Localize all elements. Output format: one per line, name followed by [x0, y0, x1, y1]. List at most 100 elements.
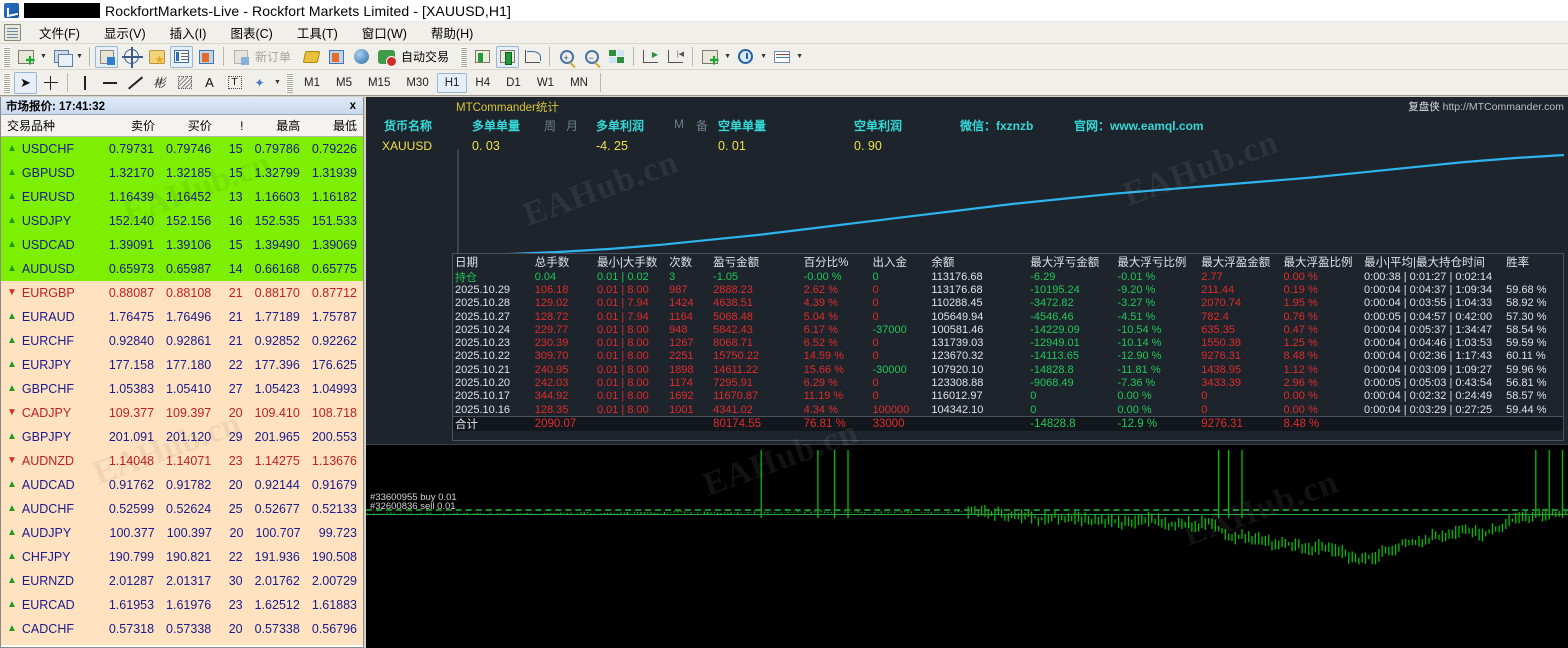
navigator-icon[interactable]: [195, 46, 218, 68]
timeframe-d1[interactable]: D1: [506, 76, 521, 89]
table-row[interactable]: ▲ EURJPY 177.158 177.180 22 177.396 176.625: [1, 353, 363, 377]
price-chart[interactable]: #33600955 buy 0.01 #32600836 sell 0.01: [366, 446, 1568, 648]
zoom-out-icon[interactable]: −: [580, 46, 603, 68]
trendline-icon[interactable]: [123, 72, 146, 94]
col-maxdd-pct[interactable]: 最大浮亏比例: [1117, 257, 1187, 269]
menu-item-insert[interactable]: 插入(I): [169, 27, 207, 41]
timeframe-h1[interactable]: H1: [436, 72, 468, 93]
table-row[interactable]: ▲ CHFJPY 190.799 190.821 22 191.936 190.508: [1, 545, 363, 569]
timeframe-m5[interactable]: M5: [335, 76, 352, 89]
table-row[interactable]: ▲ EURNZD 2.01287 2.01317 30 2.01762 2.00729: [1, 569, 363, 593]
new-chart-icon[interactable]: [14, 46, 37, 68]
table-row[interactable]: ▼ EURGBP 0.88087 0.88108 21 0.88170 0.87712: [1, 281, 363, 305]
menu-item-tools[interactable]: 工具(T): [296, 27, 338, 41]
menu-item-view[interactable]: 显示(V): [103, 27, 146, 41]
table-row[interactable]: ▲ AUDCHF 0.52599 0.52624 25 0.52677 0.52133: [1, 497, 363, 521]
indicators-icon[interactable]: [698, 46, 721, 68]
table-row[interactable]: ▲ USDJPY 152.140 152.156 16 152.535 151.533: [1, 209, 363, 233]
column-header-low[interactable]: 最低: [332, 119, 357, 133]
toolbar-grip[interactable]: [3, 46, 10, 67]
table-row[interactable]: 2025.10.21 240.95 0.01 | 8.00 1898 14611.22 1…: [453, 363, 1563, 376]
channel-icon[interactable]: [173, 72, 196, 94]
col-pct[interactable]: 百分比%: [803, 257, 849, 269]
timeframe-m1[interactable]: M1: [304, 76, 320, 89]
zoom-in-icon[interactable]: +: [555, 46, 578, 68]
col-maxfp[interactable]: 最大浮盈金额: [1201, 257, 1271, 269]
indicators-dropdown-icon[interactable]: ▼: [724, 53, 731, 60]
auto-scroll-icon[interactable]: [639, 46, 662, 68]
col-count[interactable]: 次数: [669, 257, 693, 269]
table-row[interactable]: ▲ AUDCAD 0.91762 0.91782 20 0.92144 0.91679: [1, 473, 363, 497]
menu-item-file[interactable]: 文件(F): [39, 27, 80, 41]
table-row[interactable]: ▲ AUDJPY 100.377 100.397 20 100.707 99.723: [1, 521, 363, 545]
col-winrate[interactable]: 胜率: [1506, 257, 1530, 269]
cursor-icon[interactable]: ➤: [14, 71, 37, 94]
close-icon[interactable]: x: [349, 99, 356, 112]
data-window-icon[interactable]: [170, 45, 193, 68]
col-maxfp-pct[interactable]: 最大浮盈比例: [1283, 257, 1353, 269]
templates-icon[interactable]: [770, 46, 793, 68]
text-icon[interactable]: A: [205, 75, 214, 90]
menu-item-charts[interactable]: 图表(C): [230, 27, 273, 41]
table-row[interactable]: 2025.10.22 309.70 0.01 | 8.00 2251 15750.22 1…: [453, 350, 1563, 363]
crosshair-icon-2[interactable]: [39, 72, 62, 94]
table-row[interactable]: ▲ CADCHF 0.57318 0.57338 20 0.57338 0.56796: [1, 617, 363, 641]
autotrade-icon[interactable]: [375, 46, 398, 68]
market-watch-list[interactable]: ▲ USDCHF 0.79731 0.79746 15 0.79786 0.79226 ▲ GB…: [1, 137, 363, 645]
table-row[interactable]: ▲ EURCAD 1.61953 1.61976 23 1.62512 1.61883: [1, 593, 363, 617]
col-maxdd[interactable]: 最大浮亏金额: [1030, 257, 1100, 269]
table-row[interactable]: 2025.10.29 106.18 0.01 | 8.00 987 2888.23 2.6…: [453, 283, 1563, 296]
text-label-icon[interactable]: T: [223, 72, 246, 94]
table-row[interactable]: ▲ GBPJPY 201.091 201.120 29 201.965 200.553: [1, 425, 363, 449]
timeframe-m15[interactable]: M15: [367, 76, 391, 89]
app-menu-icon[interactable]: [4, 24, 21, 41]
table-row[interactable]: 2025.10.23 230.39 0.01 | 8.00 1267 8068.71 6.…: [453, 336, 1563, 349]
col-date[interactable]: 日期: [455, 257, 478, 269]
col-lots[interactable]: 总手数: [534, 257, 570, 269]
crosshair-icon[interactable]: [120, 46, 143, 68]
table-row[interactable]: ▲NZDJPY87.99988.0242588.20687.592: [1, 641, 363, 645]
bar-chart-icon[interactable]: [471, 46, 494, 68]
table-row[interactable]: 2025.10.28 129.02 0.01 | 7.94 1424 4638.51 4.…: [453, 297, 1563, 310]
statistics-holding-row[interactable]: 持仓 0.04 0.01 | 0.02 3 -1.05 -0.00 % 0 113176.68…: [453, 270, 1563, 284]
statistics-table[interactable]: 日期 总手数 最小|大手数 次数 盈亏金额 百分比% 出入金 余额 最大浮亏金额…: [452, 253, 1564, 441]
objects-dropdown-icon[interactable]: ▼: [274, 79, 281, 86]
terminal-icon[interactable]: [300, 46, 323, 68]
timeframe-mn[interactable]: MN: [570, 76, 588, 89]
vertical-line-icon[interactable]: [73, 72, 96, 94]
col-flow[interactable]: 出入金: [872, 257, 908, 269]
column-header-ask[interactable]: 买价: [187, 119, 212, 133]
chart-shift-icon[interactable]: [664, 46, 687, 68]
table-row[interactable]: ▲ AUDUSD 0.65973 0.65987 14 0.66168 0.65775: [1, 257, 363, 281]
table-row[interactable]: ▼ AUDNZD 1.14048 1.14071 23 1.14275 1.13676: [1, 449, 363, 473]
table-row[interactable]: 2025.10.17 344.92 0.01 | 8.00 1692 11670.87 1…: [453, 390, 1563, 403]
column-header-symbol[interactable]: 交易品种: [7, 119, 56, 133]
table-row[interactable]: ▲ EURUSD 1.16439 1.16452 13 1.16603 1.16182: [1, 185, 363, 209]
new-chart-dropdown-icon[interactable]: ▼: [40, 53, 47, 60]
favorites-icon[interactable]: [145, 46, 168, 68]
objects-icon[interactable]: ✦: [254, 75, 265, 90]
menu-item-window[interactable]: 窗口(W): [361, 27, 407, 41]
metaquotes-icon[interactable]: [350, 46, 373, 68]
period-dropdown-icon[interactable]: ▼: [760, 53, 767, 60]
new-order-label[interactable]: 新订单: [255, 50, 292, 64]
table-row[interactable]: 2025.10.27 128.72 0.01 | 7.94 1164 5068.48 5.…: [453, 310, 1563, 323]
col-minmax[interactable]: 最小|大手数: [596, 257, 658, 269]
table-row[interactable]: ▲ GBPCHF 1.05383 1.05410 27 1.05423 1.04993: [1, 377, 363, 401]
column-header-bid[interactable]: 卖价: [131, 119, 156, 133]
col-balance[interactable]: 余额: [931, 257, 955, 269]
period-icon[interactable]: [734, 46, 757, 68]
horizontal-line-icon[interactable]: [98, 72, 121, 94]
timeframe-h4[interactable]: H4: [475, 76, 491, 89]
table-row[interactable]: ▲ EURAUD 1.76475 1.76496 21 1.77189 1.75787: [1, 305, 363, 329]
table-row[interactable]: ▲ USDCHF 0.79731 0.79746 15 0.79786 0.79226: [1, 137, 363, 161]
table-row[interactable]: ▲ USDCAD 1.39091 1.39106 15 1.39490 1.39069: [1, 233, 363, 257]
table-row[interactable]: ▲ GBPUSD 1.32170 1.32185 15 1.32799 1.31939: [1, 161, 363, 185]
market-watch-icon[interactable]: [95, 45, 118, 68]
table-row[interactable]: ▼ CADJPY 109.377 109.397 20 109.410 108.718: [1, 401, 363, 425]
toolbar-grip-3[interactable]: [3, 72, 10, 93]
templates-dropdown-icon[interactable]: ▼: [796, 53, 803, 60]
table-row[interactable]: 2025.10.16 128.35 0.01 | 8.00 1001 4341.02 4.…: [453, 403, 1563, 416]
timeframe-m30[interactable]: M30: [406, 76, 429, 89]
table-row[interactable]: 2025.10.24 229.77 0.01 | 8.00 948 5842.43 6.1…: [453, 323, 1563, 336]
